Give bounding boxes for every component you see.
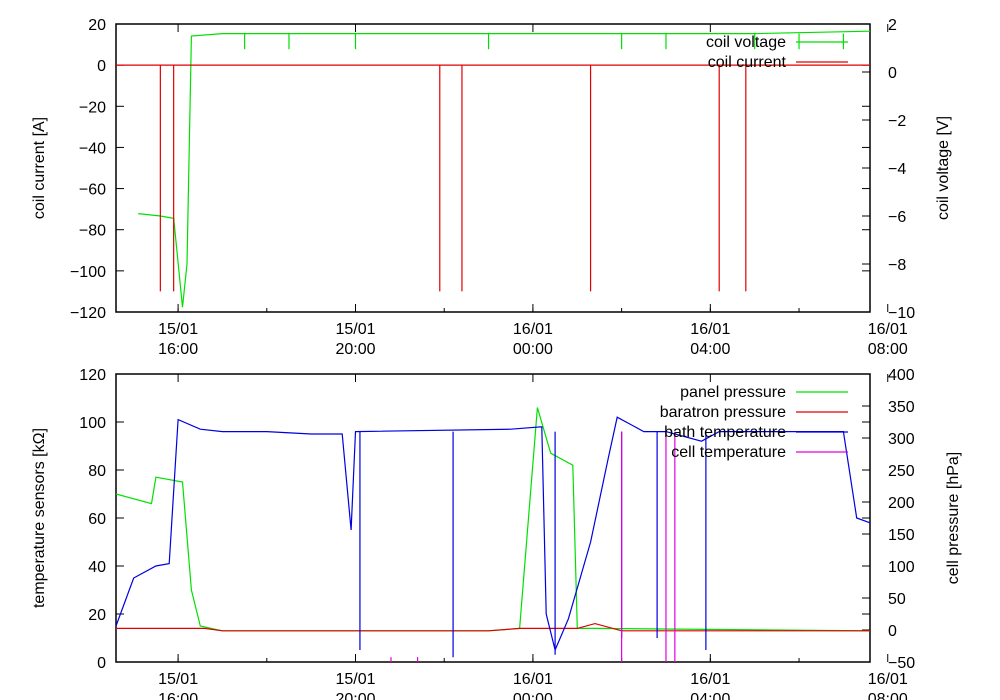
y2-tick-label: −50 [888, 655, 915, 672]
x-tick-date: 15/01 [335, 321, 375, 338]
series-line-baratron-pressure [116, 622, 870, 632]
y-tick-label: 20 [88, 17, 106, 34]
y2-tick-label: 2 [888, 17, 897, 34]
series-line-bath-temperature [115, 416, 871, 652]
y-tick-label: 40 [88, 559, 106, 576]
pressure-y2-axis-title: cell pressure [hPa] [945, 452, 962, 585]
legend-label: panel pressure [680, 384, 786, 401]
legend-label: bath temperature [664, 424, 786, 441]
y2-tick-label: 50 [888, 591, 906, 608]
y-tick-label: 80 [88, 463, 106, 480]
y2-tick-label: −4 [888, 161, 906, 178]
x-tick-date: 15/01 [335, 671, 375, 688]
y2-tick-label: 300 [888, 431, 915, 448]
temperature-y-axis-title: temperature sensors [kΩ] [31, 428, 48, 608]
y2-tick-label: 0 [888, 623, 897, 640]
y-tick-label: 0 [97, 58, 106, 75]
legend-label: baratron pressure [660, 404, 786, 421]
y-tick-label: −80 [79, 223, 106, 240]
temperature-axis-ticks: 120100806040200400350300250200150100500−… [79, 367, 915, 700]
x-tick-time: 08:00 [868, 341, 908, 358]
x-tick-date: 16/01 [690, 321, 730, 338]
y2-tick-label: −2 [888, 113, 906, 130]
coil-panel: 200−20−40−60−80−100−12020−2−4−6−8−1015/0… [31, 17, 952, 358]
coil-legend: coil voltage coil current [706, 34, 848, 71]
y2-tick-label: −6 [888, 209, 906, 226]
y-tick-label: −40 [79, 140, 106, 157]
x-tick-time: 16:00 [158, 691, 198, 700]
x-tick-time: 04:00 [690, 341, 730, 358]
x-tick-date: 16/01 [868, 321, 908, 338]
y2-tick-label: −10 [888, 305, 915, 322]
x-tick-time: 08:00 [868, 691, 908, 700]
y-tick-label: −100 [70, 264, 106, 281]
y-tick-label: −20 [79, 99, 106, 116]
x-tick-date: 16/01 [513, 321, 553, 338]
x-tick-time: 00:00 [513, 691, 553, 700]
coil-y2-axis-title: coil voltage [V] [935, 116, 952, 220]
y-tick-label: −60 [79, 182, 106, 199]
y-tick-label: 20 [88, 607, 106, 624]
y-tick-label: −120 [70, 305, 106, 322]
y-tick-label: 100 [79, 415, 106, 432]
y2-tick-label: 200 [888, 495, 915, 512]
y-tick-label: 60 [88, 511, 106, 528]
y2-tick-label: 400 [888, 367, 915, 384]
y2-tick-label: 100 [888, 559, 915, 576]
x-tick-date: 16/01 [690, 671, 730, 688]
temperature-panel: 120100806040200400350300250200150100500−… [31, 367, 962, 700]
y2-tick-label: 350 [888, 399, 915, 416]
x-tick-date: 15/01 [158, 671, 198, 688]
x-tick-time: 04:00 [690, 691, 730, 700]
x-tick-date: 16/01 [513, 671, 553, 688]
legend-label: cell temperature [671, 444, 786, 461]
y2-tick-label: 150 [888, 527, 915, 544]
y2-tick-label: 250 [888, 463, 915, 480]
y2-tick-label: −8 [888, 257, 906, 274]
x-tick-time: 20:00 [335, 691, 375, 700]
series-line-panel-pressure [115, 407, 871, 632]
coil-y-axis-title: coil current [A] [31, 117, 48, 219]
temperature-legend: panel pressure baratron pressure bath temp… [660, 384, 848, 461]
x-tick-date: 15/01 [158, 321, 198, 338]
legend-label: coil voltage [706, 34, 786, 51]
temperature-series [115, 407, 871, 662]
x-tick-time: 16:00 [158, 341, 198, 358]
x-tick-date: 16/01 [868, 671, 908, 688]
coil-series [116, 30, 871, 308]
y-tick-label: 0 [97, 655, 106, 672]
series-line-coil-voltage [138, 30, 871, 308]
y-tick-label: 120 [79, 367, 106, 384]
x-tick-time: 20:00 [335, 341, 375, 358]
y2-tick-label: 0 [888, 65, 897, 82]
x-tick-time: 00:00 [513, 341, 553, 358]
legend-label: coil current [708, 54, 787, 71]
coil-axis-ticks: 200−20−40−60−80−100−12020−2−4−6−8−1015/0… [70, 17, 915, 358]
